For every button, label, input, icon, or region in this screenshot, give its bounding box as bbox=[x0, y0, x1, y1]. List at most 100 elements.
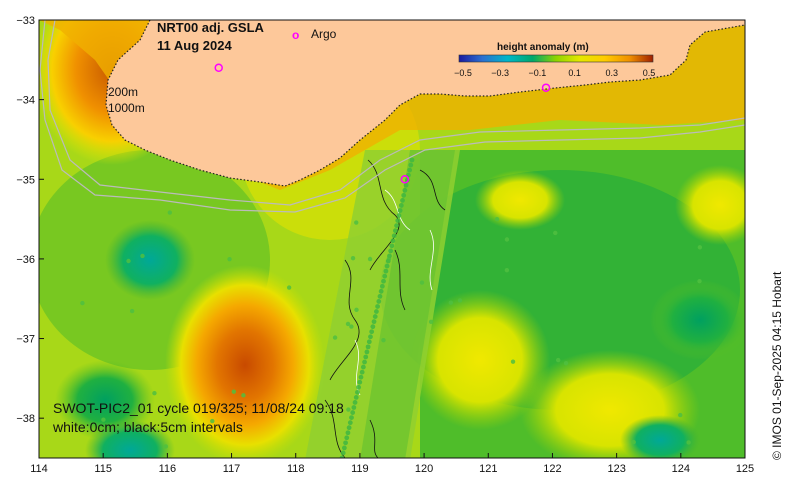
x-axis: 114 115 116 117 118 119 120 121 122 123 124 125 bbox=[30, 453, 754, 475]
altimetry-dot bbox=[349, 324, 354, 329]
swot-nadir-dot bbox=[368, 334, 373, 340]
swot-nadir-dot bbox=[401, 192, 407, 198]
swot-nadir-dot bbox=[383, 268, 389, 274]
altimetry-dot bbox=[354, 307, 359, 313]
colorbar-title: height anomaly (m) bbox=[497, 42, 589, 53]
colorbar-tick-label: 0.1 bbox=[568, 68, 581, 78]
swot-nadir-dot bbox=[382, 273, 388, 279]
altimetry-dot bbox=[556, 357, 561, 363]
isobath-200m bbox=[47, 20, 745, 206]
altimetry-dot bbox=[345, 321, 351, 327]
altimetry-dot bbox=[563, 361, 569, 366]
altimetry-dot bbox=[129, 308, 135, 314]
swot-nadir-dot bbox=[394, 223, 399, 229]
swot-nadir-dot bbox=[369, 329, 375, 335]
argo-float-marker bbox=[541, 83, 551, 92]
altimetry-dot bbox=[553, 230, 558, 236]
altimetry-dot bbox=[80, 300, 85, 306]
swot-nadir-dot bbox=[352, 400, 358, 405]
x-tick-label: 115 bbox=[94, 463, 112, 475]
swot-nadir-dot bbox=[381, 278, 386, 284]
swot-nadir-dot bbox=[372, 314, 378, 319]
swot-caption-line2: white:0cm; black:5cm intervals bbox=[52, 419, 243, 435]
altimetry-dot bbox=[346, 407, 351, 412]
altimetry-dot bbox=[697, 279, 702, 284]
altimetry-dot bbox=[494, 216, 500, 222]
altimetry-dot bbox=[504, 268, 510, 273]
swot-nadir-dot bbox=[344, 435, 350, 441]
swot-nadir-dot bbox=[388, 248, 394, 254]
altimetry-dot bbox=[510, 359, 516, 364]
x-tick-label: 116 bbox=[159, 463, 177, 475]
swot-nadir-dot bbox=[340, 450, 346, 456]
swot-nadir-dot bbox=[346, 425, 352, 431]
plot-frame bbox=[38, 19, 746, 459]
swot-nadir-dot bbox=[353, 394, 359, 400]
altimetry-dot bbox=[457, 298, 463, 303]
coastline bbox=[105, 20, 745, 187]
copyright-notice: © IMOS 01-Sep-2025 04:15 Hobart bbox=[770, 271, 784, 460]
x-tick-label: 119 bbox=[351, 463, 369, 475]
y-axis: −33 −34 −35 −36 −37 −38 bbox=[16, 15, 44, 425]
y-tick-label: −35 bbox=[16, 174, 35, 186]
altimetry-dot bbox=[101, 417, 106, 422]
altimetry-dot bbox=[286, 285, 292, 290]
swot-nadir-dot bbox=[403, 182, 409, 188]
swot-nadir-dot bbox=[339, 455, 345, 458]
argo-float-marker bbox=[400, 175, 410, 184]
y-tick-label: −38 bbox=[16, 413, 35, 425]
x-tick-label: 117 bbox=[223, 463, 241, 475]
altimetry-dot bbox=[504, 237, 510, 242]
swot-nadir-dot bbox=[347, 420, 353, 426]
swot-nadir-dot bbox=[357, 379, 363, 385]
altimetry-dot bbox=[678, 412, 683, 418]
swot-nadir-dot bbox=[374, 309, 379, 314]
swot-nadir-dot bbox=[371, 319, 377, 325]
swot-nadir-dot bbox=[391, 233, 397, 239]
swot-nadir-dot bbox=[360, 364, 366, 370]
argo-floats bbox=[214, 63, 551, 184]
altimetry-dot bbox=[428, 319, 434, 325]
y-tick-label: −37 bbox=[16, 334, 35, 346]
argo-legend-marker: o bbox=[292, 28, 299, 42]
altimetry-dot bbox=[631, 439, 636, 445]
swot-nadir-dot bbox=[385, 258, 391, 264]
colorbar-tick-label: −0.1 bbox=[529, 68, 547, 78]
colorbar: height anomaly (m) −0.5 −0.3 −0.1 0.1 0.3 0.5 bbox=[454, 42, 655, 78]
colorbar-tick-label: −0.5 bbox=[454, 68, 472, 78]
swot-nadir-dot bbox=[408, 162, 414, 168]
swot-nadir-dot bbox=[359, 369, 365, 375]
swot-nadir-dot bbox=[356, 384, 362, 390]
swot-nadir-dot bbox=[358, 374, 364, 380]
altimetry-dot bbox=[126, 258, 131, 264]
swot-nadir-dot bbox=[363, 354, 369, 360]
swot-nadir-dot bbox=[387, 253, 392, 259]
swot-nadir-dot bbox=[377, 293, 383, 299]
colorbar-tick-label: −0.3 bbox=[491, 68, 509, 78]
swot-nadir-dot bbox=[345, 430, 351, 436]
swot-nadir-dot bbox=[379, 283, 385, 289]
x-tick-label: 122 bbox=[543, 463, 561, 475]
altimetry-dot bbox=[231, 389, 237, 394]
swot-nadir-dot bbox=[366, 339, 372, 345]
y-tick-label: −34 bbox=[16, 95, 35, 107]
map-title-line1: NRT00 adj. GSLA bbox=[157, 20, 265, 35]
altimetry-dot bbox=[697, 245, 703, 250]
altimetry-dot bbox=[140, 253, 145, 259]
altimetry-dot bbox=[448, 300, 454, 305]
swot-caption-line1: SWOT-PIC2_01 cycle 019/325; 11/08/24 09:… bbox=[53, 400, 344, 416]
swot-nadir-dot bbox=[378, 288, 384, 294]
swot-nadir-dot bbox=[395, 218, 401, 224]
swot-nadir-dot bbox=[407, 167, 413, 173]
isobath-200m-label: 200m bbox=[108, 85, 138, 99]
altimetry-dot bbox=[163, 444, 169, 449]
altimetry-dot bbox=[381, 337, 386, 343]
swot-nadir-dot bbox=[397, 208, 403, 213]
swot-nadir-dot bbox=[350, 410, 356, 415]
x-tick-label: 120 bbox=[415, 463, 433, 475]
swot-nadir-dot bbox=[364, 349, 370, 355]
swot-nadir-dot bbox=[376, 299, 382, 304]
x-tick-label: 114 bbox=[30, 463, 48, 475]
swot-nadir-dot bbox=[390, 238, 396, 244]
